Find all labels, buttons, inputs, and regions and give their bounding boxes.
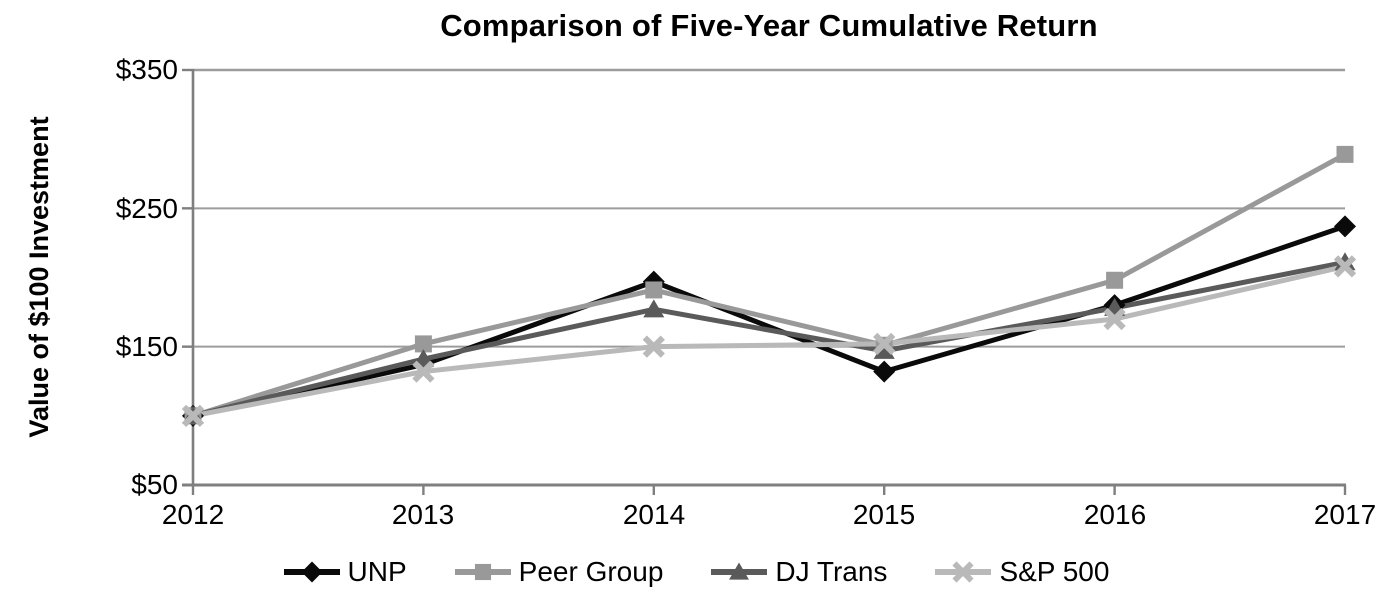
marker-peer-group-2016 [1106, 271, 1124, 289]
legend-item-dj-trans: DJ Trans [709, 556, 887, 588]
legend-item-unp: UNP [282, 556, 407, 588]
legend-marker-dj-trans-triangle-icon [711, 562, 768, 580]
legend-item-peer-group: Peer Group [453, 556, 664, 588]
marker-s-p-500-2017 [1333, 255, 1357, 278]
legend-item-sp500: S&P 500 [933, 556, 1109, 588]
marker-unp-2015 [873, 360, 896, 383]
legend-glyph-s-p-500 [952, 561, 975, 583]
series-line-unp [192, 223, 1346, 419]
marker-dj-trans-2017 [1334, 252, 1356, 271]
x-tick-label-2014: 2014 [622, 499, 686, 530]
legend-marker-sp500-x-icon [935, 561, 992, 583]
legend-marker-peer-group-square-icon [454, 563, 511, 581]
marker-s-p-500-2016 [1103, 307, 1126, 331]
marker-s-p-500-2015 [873, 332, 896, 356]
y-tick-label-350: $350 [115, 54, 178, 85]
y-tick-label-150: $150 [115, 331, 178, 362]
x-tick-label-2015: 2015 [852, 499, 916, 530]
legend-glyph-dj-trans [729, 562, 750, 580]
legend-label-peer-group: Peer Group [518, 556, 664, 587]
legend-marker-unp-diamond-icon [283, 561, 340, 583]
y-tick-label-250: $250 [115, 193, 178, 224]
legend-label-dj-trans: DJ Trans [775, 556, 888, 587]
chart-title: Comparison of Five-Year Cumulative Retur… [440, 8, 1098, 43]
series-line-dj-trans [192, 259, 1346, 419]
marker-s-p-500-2012 [181, 404, 205, 427]
series-markers-dj-trans [182, 252, 1356, 424]
x-tick-label-2017: 2017 [1313, 499, 1377, 530]
marker-peer-group-2013 [414, 335, 432, 353]
y-tick-label-50: $50 [131, 469, 178, 500]
x-tick-label-2016: 2016 [1083, 499, 1147, 530]
legend-label-unp: UNP [347, 556, 407, 587]
legend-label-sp500: S&P 500 [999, 556, 1110, 587]
marker-peer-group-2017 [1336, 145, 1354, 163]
marker-unp-2017 [1334, 215, 1356, 238]
series-line-s-p-500 [192, 263, 1346, 419]
chart-legend: UNP Peer Group DJ Trans S&P 500 [0, 552, 1391, 592]
marker-dj-trans-2014 [643, 299, 665, 318]
legend-glyph-peer-group [474, 563, 491, 581]
marker-peer-group-2014 [645, 281, 663, 299]
x-tick-label-2012: 2012 [161, 499, 225, 530]
x-tick-label-2013: 2013 [391, 499, 455, 530]
marker-dj-trans-2015 [873, 340, 895, 359]
marker-s-p-500-2013 [412, 360, 435, 383]
marker-s-p-500-2014 [642, 335, 665, 358]
series-line-peer-group [192, 152, 1347, 419]
legend-glyph-unp [301, 561, 322, 583]
series-markers-s-p-500 [181, 255, 1357, 427]
